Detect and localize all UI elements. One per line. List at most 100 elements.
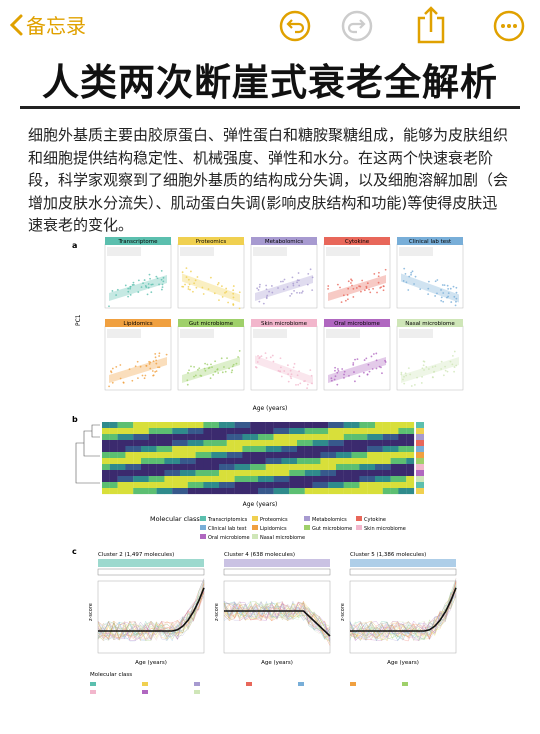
scatter-dot [420, 382, 423, 384]
heatmap-cell [406, 434, 415, 441]
scatter-dot [111, 381, 114, 384]
heatmap-cell [109, 428, 118, 435]
heatmap-cell [102, 446, 110, 453]
heatmap-cell [297, 434, 305, 441]
heatmap-cell [312, 446, 321, 453]
redo-icon[interactable] [341, 10, 373, 42]
scatter-dot [230, 371, 233, 374]
heatmap-cell [312, 452, 321, 459]
scatter-dot [455, 297, 458, 300]
trend-band [401, 273, 459, 303]
scatter-dot [375, 352, 378, 355]
heatmap-cell [219, 452, 227, 459]
heatmap-cell [125, 446, 134, 453]
scatter-dot [449, 360, 452, 363]
heatmap-cell [265, 482, 274, 489]
heatmap-cell [312, 422, 321, 429]
heatmap-cell [234, 428, 243, 435]
subplot-title: Lipidomics [123, 321, 152, 327]
scatter-dot [141, 374, 144, 377]
scatter-dot [380, 366, 382, 369]
heatmap-cell [359, 428, 368, 435]
heatmap-cell [390, 434, 399, 441]
scatter-dot [366, 373, 369, 376]
heatmap-cell [195, 458, 204, 465]
scatter-dot [220, 357, 223, 360]
class-strip [416, 488, 424, 494]
legend-swatch [246, 682, 252, 686]
scatter-dot [137, 279, 140, 282]
heatmap-cell [226, 440, 235, 447]
heatmap-cell [289, 428, 298, 435]
heatmap-cell [125, 476, 134, 483]
heatmap-cell [172, 452, 181, 459]
scatter-dot [209, 276, 212, 279]
heatmap-cell [242, 446, 251, 453]
heatmap-cell [172, 482, 181, 489]
scatter-dot [290, 377, 293, 380]
scatter-dot [279, 370, 281, 373]
heatmap-cell [250, 446, 259, 453]
scatter-dot [453, 350, 456, 353]
scatter-dot [336, 383, 339, 386]
heatmap-cell [211, 452, 220, 459]
heatmap-cell [109, 464, 118, 471]
scatter-dot [372, 287, 374, 290]
more-icon[interactable] [493, 10, 525, 42]
scatter-dot [365, 357, 368, 360]
panel-label: b [72, 415, 78, 424]
legend-swatch [304, 525, 310, 530]
heatmap-cell [180, 440, 188, 447]
heatmap-cell [226, 470, 235, 477]
heatmap-cell [117, 482, 126, 489]
heatmap-cell [328, 452, 337, 459]
heatmap-cell [398, 446, 407, 453]
heatmap-cell [109, 458, 118, 465]
heatmap-cell [172, 440, 181, 447]
scatter-dot [127, 287, 130, 290]
scatter-dot [149, 367, 152, 370]
scatter-dot [224, 370, 227, 373]
heatmap-cell [320, 434, 329, 441]
scatter-dot [306, 283, 309, 286]
scatter-dot [402, 378, 404, 381]
heatmap-cell [226, 446, 235, 453]
scatter-dot [268, 290, 271, 293]
legend-label: Skin microbiome [364, 526, 406, 532]
scatter-dot [337, 369, 340, 372]
panel-label: c [72, 547, 77, 556]
heatmap-cell [242, 422, 251, 429]
scatter-dot [407, 367, 410, 370]
heatmap-cell [141, 446, 149, 453]
heatmap-cell [242, 428, 251, 435]
heatmap-cell [398, 422, 407, 429]
heatmap-cell [398, 476, 407, 483]
share-icon[interactable] [417, 6, 445, 44]
heatmap-cell [164, 428, 173, 435]
legend-swatch [142, 690, 148, 694]
heatmap-cell [367, 446, 376, 453]
heatmap-cell [195, 428, 204, 435]
heatmap-cell [359, 482, 368, 489]
heatmap-cell [375, 446, 383, 453]
heatmap-cell [242, 440, 251, 447]
scatter-dot [444, 365, 446, 368]
heatmap-cell [328, 440, 337, 447]
heatmap-cell [320, 452, 329, 459]
scatter-dot [421, 367, 424, 370]
heatmap-cell [382, 464, 391, 471]
heatmap-cell [172, 464, 181, 471]
heatmap-cell [195, 440, 204, 447]
heatmap-cell [203, 446, 212, 453]
scatter-dot [140, 286, 143, 289]
heatmap-cell [406, 476, 415, 483]
back-button[interactable]: 备忘录 [8, 10, 86, 39]
scatter-dot [232, 303, 235, 305]
scatter-dot [400, 371, 403, 374]
trajectory [223, 600, 331, 640]
scatter-dot [277, 287, 279, 289]
undo-icon[interactable] [279, 10, 311, 42]
heatmap-cell [156, 476, 165, 483]
legend-swatch [350, 682, 356, 686]
scatter-dot [372, 353, 375, 355]
